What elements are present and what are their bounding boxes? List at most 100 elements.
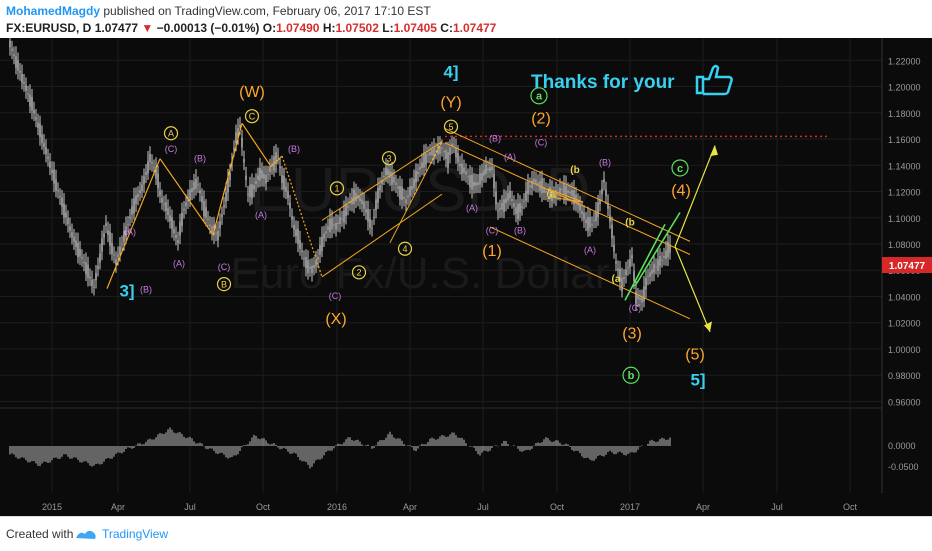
last-price: 1.07477 <box>94 21 139 35</box>
publish-line: MohamedMagdy published on TradingView.co… <box>6 4 431 18</box>
x-tick-label: Apr <box>696 502 710 512</box>
candle-body <box>43 142 45 148</box>
candle-body <box>131 206 133 215</box>
price-axis[interactable] <box>882 38 932 516</box>
candle-body <box>443 150 445 153</box>
candle-body <box>489 166 491 172</box>
candle-body <box>409 186 411 196</box>
candle-body <box>457 152 459 163</box>
candle-body <box>23 81 25 84</box>
candle-body <box>103 233 105 238</box>
candle-body <box>571 190 573 197</box>
candle-body <box>653 263 655 273</box>
candle-body <box>197 184 199 186</box>
candle-body <box>59 196 61 198</box>
rising-channel-edge <box>389 141 443 243</box>
candle-body <box>441 147 443 149</box>
wave-label: 4] <box>443 62 458 81</box>
chart-canvas[interactable]: EURUSD, D Euro Fx/U.S. Dollar 3] (B)(A)(A… <box>0 38 932 516</box>
y-tick-label: 1.02000 <box>888 319 921 329</box>
candle-body <box>53 169 55 184</box>
candle-body <box>361 199 363 204</box>
candle-body <box>345 203 347 216</box>
low-label: L: <box>382 21 394 35</box>
candle-body <box>127 223 129 225</box>
candle-body <box>221 214 223 217</box>
rising-channel-upper <box>321 141 443 221</box>
wave-zigzag-segment <box>106 158 161 289</box>
wave-label: (2) <box>531 110 551 127</box>
candle-body <box>265 174 267 184</box>
candle-body <box>73 236 75 242</box>
candle-body <box>195 178 197 189</box>
candle-body <box>447 152 449 168</box>
candle-body <box>41 134 43 143</box>
candle-body <box>423 152 425 168</box>
wave-label: (B) <box>140 285 152 295</box>
symbol-label[interactable]: FX:EURUSD, D <box>6 21 92 35</box>
candle-body <box>237 128 239 139</box>
candle-body <box>501 203 503 210</box>
candle-body <box>65 212 67 218</box>
candle-body <box>95 272 97 281</box>
candle-body <box>459 163 461 167</box>
candle-body <box>427 154 429 156</box>
candle-body <box>473 181 475 187</box>
candle-body <box>465 171 467 175</box>
candle-body <box>205 207 207 218</box>
wave-label: 1 <box>334 184 339 194</box>
candle-body <box>483 170 485 176</box>
candle-body <box>599 199 601 205</box>
wave-label: 3 <box>386 153 391 163</box>
published-text: published on TradingView.com, February 0… <box>103 4 431 18</box>
wave-label-circle <box>163 126 179 141</box>
candle-body <box>429 152 431 156</box>
wave-label: 4 <box>402 244 407 254</box>
candle-body <box>627 267 629 269</box>
candle-body <box>215 232 217 234</box>
triangle-lower <box>547 196 584 203</box>
wave-label: 2 <box>356 267 361 277</box>
close-value: 1.07477 <box>452 21 497 35</box>
time-axis-labels: 2015 Apr Jul Oct 2016 Apr Jul Oct 2017 Apr Jul Oct <box>42 502 858 512</box>
candle-body <box>133 198 135 214</box>
wave-label-circle <box>216 277 232 292</box>
wave-label: A <box>168 128 174 138</box>
candle-body <box>363 201 365 209</box>
candle-body <box>553 194 555 197</box>
candle-body <box>561 189 563 191</box>
candle-body <box>667 241 669 258</box>
candle-body <box>115 259 117 265</box>
candle-body <box>261 170 263 179</box>
candle-body <box>593 219 595 221</box>
author-link[interactable]: MohamedMagdy <box>6 4 101 18</box>
candle-body <box>313 265 315 268</box>
candle-body <box>17 60 19 71</box>
candle-body <box>67 218 69 225</box>
candle-body <box>241 137 243 148</box>
y-tick-label: 1.20000 <box>888 83 921 93</box>
candle-body <box>573 190 575 205</box>
wave-zigzag-segment <box>159 158 214 236</box>
candle-body <box>61 197 63 207</box>
tradingview-link[interactable]: TradingView <box>102 527 169 541</box>
candle-body <box>307 260 309 274</box>
candle-body <box>139 190 141 194</box>
wave-labels: 3] (B)(A)(A)(C)A(B)(C)B(A)C(W)(B)(C)(X)12… <box>119 62 705 389</box>
wave-label: (a <box>547 189 556 200</box>
candle-body <box>299 240 301 249</box>
candle-body <box>309 266 311 269</box>
falling-channel-lower <box>489 226 691 320</box>
candle-body <box>433 147 435 159</box>
candle-body <box>305 257 307 269</box>
candle-body <box>185 202 187 207</box>
down-arrow-icon: ▼ <box>141 21 154 35</box>
wave-label-circle <box>381 151 397 166</box>
candle-body <box>479 173 481 185</box>
candle-body <box>229 172 231 181</box>
candle-body <box>327 226 329 230</box>
candle-body <box>249 184 251 198</box>
candle-body <box>669 244 671 253</box>
thumbs-up-icon <box>695 64 733 96</box>
candle-body <box>377 188 379 203</box>
